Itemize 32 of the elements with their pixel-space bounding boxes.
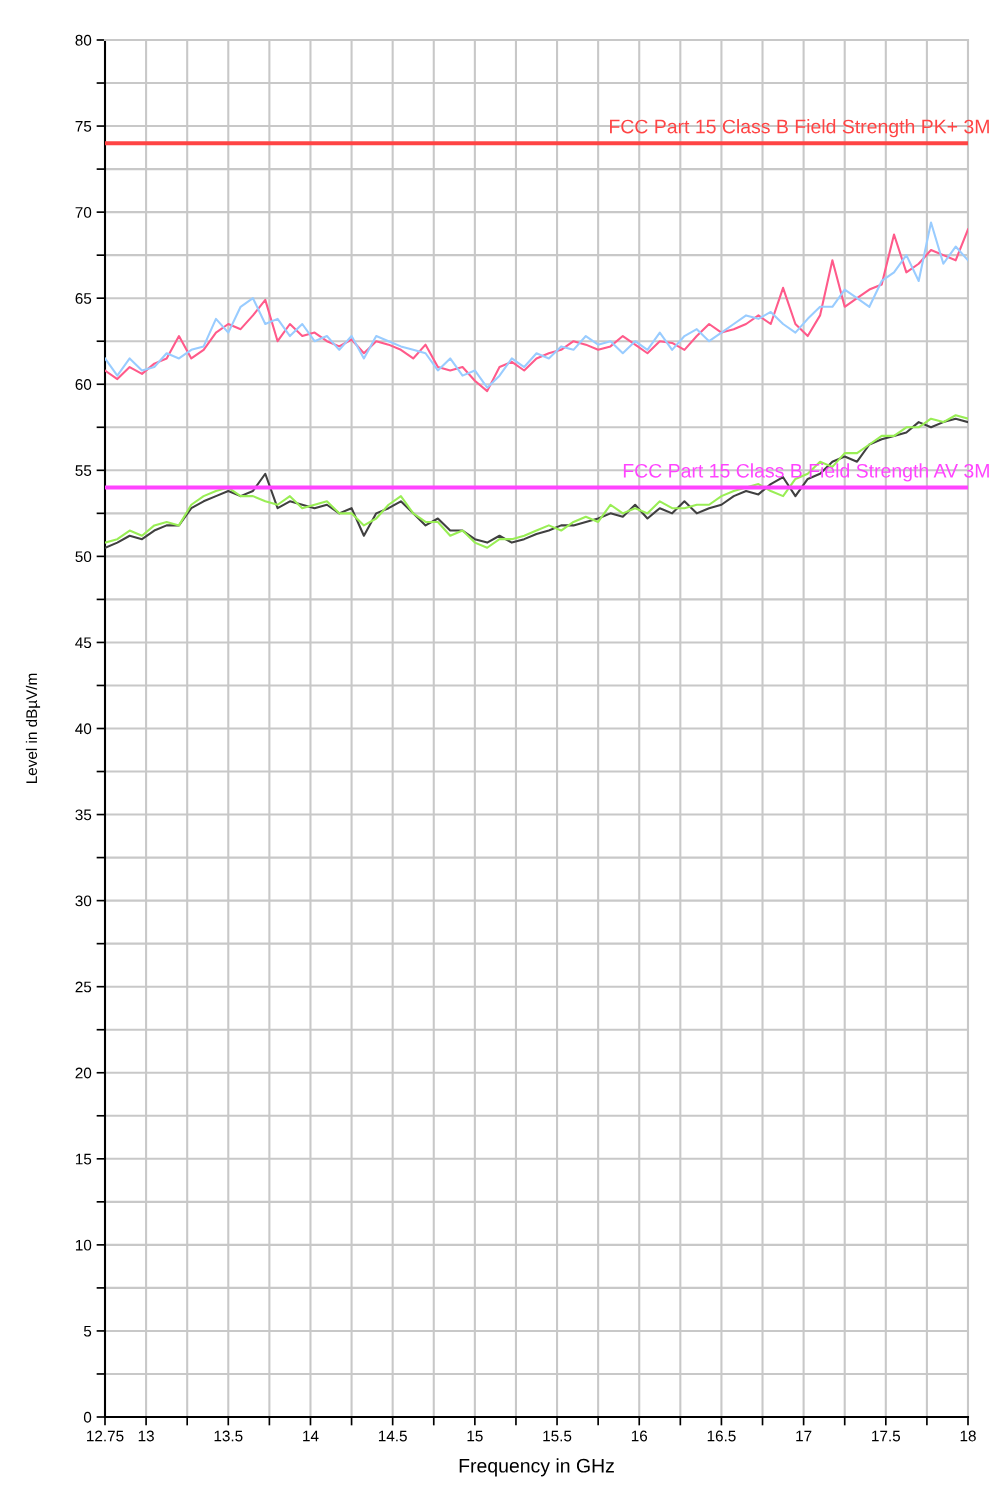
y-tick-label: 15	[75, 1153, 92, 1165]
y-tick-label: 65	[75, 293, 92, 304]
y-tick-label: 60	[75, 379, 92, 390]
x-tick-label: 12.75	[87, 1430, 124, 1442]
y-tick-label: 45	[75, 637, 92, 649]
x-tick-label: 16.5	[707, 1430, 736, 1442]
y-tick-label: 80	[75, 34, 92, 46]
x-tick-label: 16	[631, 1430, 648, 1442]
y-tick-label: 40	[75, 723, 92, 735]
y-tick-label: 30	[75, 895, 92, 907]
y-tick-label: 70	[75, 206, 92, 218]
x-tick-label: 17.5	[872, 1430, 901, 1442]
y-tick-label: 10	[75, 1239, 92, 1251]
x-tick-label: 15.5	[543, 1430, 572, 1442]
y-tick-label: 25	[75, 981, 92, 993]
y-tick-label: 55	[75, 465, 92, 476]
x-axis-title: Frequency in GHz	[459, 1458, 614, 1477]
y-tick-label: 5	[83, 1325, 92, 1337]
x-tick-label: 14.5	[378, 1430, 407, 1442]
x-tick-label: 15	[467, 1430, 483, 1442]
y-axis-title: Level in dBµV/m	[25, 673, 41, 784]
x-tick-label: 14	[303, 1430, 319, 1442]
y-tick-label: 50	[75, 551, 92, 563]
x-tick-label: 13	[138, 1430, 154, 1442]
x-tick-label: 17	[796, 1430, 812, 1442]
x-tick-label: 13.5	[214, 1430, 243, 1442]
y-tick-label: 35	[75, 809, 92, 821]
y-tick-label: 75	[75, 121, 92, 132]
ref-line-label: FCC Part 15 Class B Field Strength PK+ 3M	[610, 119, 989, 138]
y-tick-label: 0	[83, 1411, 92, 1423]
y-tick-label: 20	[75, 1067, 92, 1079]
x-tick-label: 18	[960, 1430, 976, 1442]
